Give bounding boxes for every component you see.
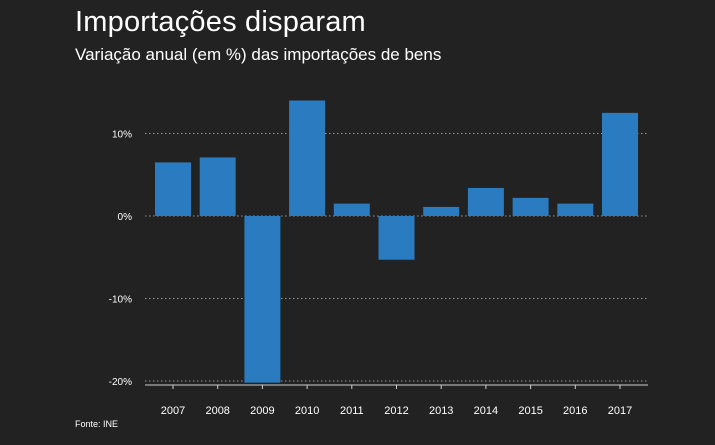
bar-2009 xyxy=(244,216,281,383)
x-tick-label-2010: 2010 xyxy=(295,405,319,417)
x-tick-label-2017: 2017 xyxy=(608,405,632,417)
gridlines xyxy=(145,133,648,389)
y-tick-labels: 10% 0% -10% -20% xyxy=(109,130,132,389)
x-tick-label-2014: 2014 xyxy=(474,405,498,417)
x-tick-labels: 2007 2008 2009 2010 2011 2012 2013 2014 2015 2016… xyxy=(161,405,632,417)
bar-2016 xyxy=(557,203,594,216)
y-tick-label: -10% xyxy=(109,295,132,306)
x-tick-label-2011: 2011 xyxy=(340,405,364,417)
x-tick-label-2015: 2015 xyxy=(518,405,542,417)
y-tick-label: 10% xyxy=(112,130,132,141)
bar-2010 xyxy=(289,100,326,216)
bar-2008 xyxy=(199,157,236,216)
x-tick-label-2013: 2013 xyxy=(429,405,453,417)
x-tick-label-2012: 2012 xyxy=(384,405,408,417)
x-tick-label-2008: 2008 xyxy=(205,405,229,417)
y-tick-label: 0% xyxy=(118,212,133,223)
bar-2012 xyxy=(378,216,415,260)
bars xyxy=(155,100,638,383)
y-tick-label: -20% xyxy=(109,377,132,388)
bar-2013 xyxy=(423,206,460,216)
x-tick-label-2007: 2007 xyxy=(161,405,185,417)
bar-2015 xyxy=(512,197,549,216)
bar-2011 xyxy=(333,203,370,216)
x-tick-label-2016: 2016 xyxy=(563,405,587,417)
bar-2007 xyxy=(155,162,191,216)
bar-2014 xyxy=(467,187,504,216)
x-tick-label-2009: 2009 xyxy=(250,405,274,417)
chart-subtitle: Variação anual (em %) das importações de… xyxy=(75,45,442,64)
bar-2017 xyxy=(602,112,638,216)
chart-title: Importações disparam xyxy=(75,6,366,38)
source-note: Fonte: INE xyxy=(75,419,119,429)
